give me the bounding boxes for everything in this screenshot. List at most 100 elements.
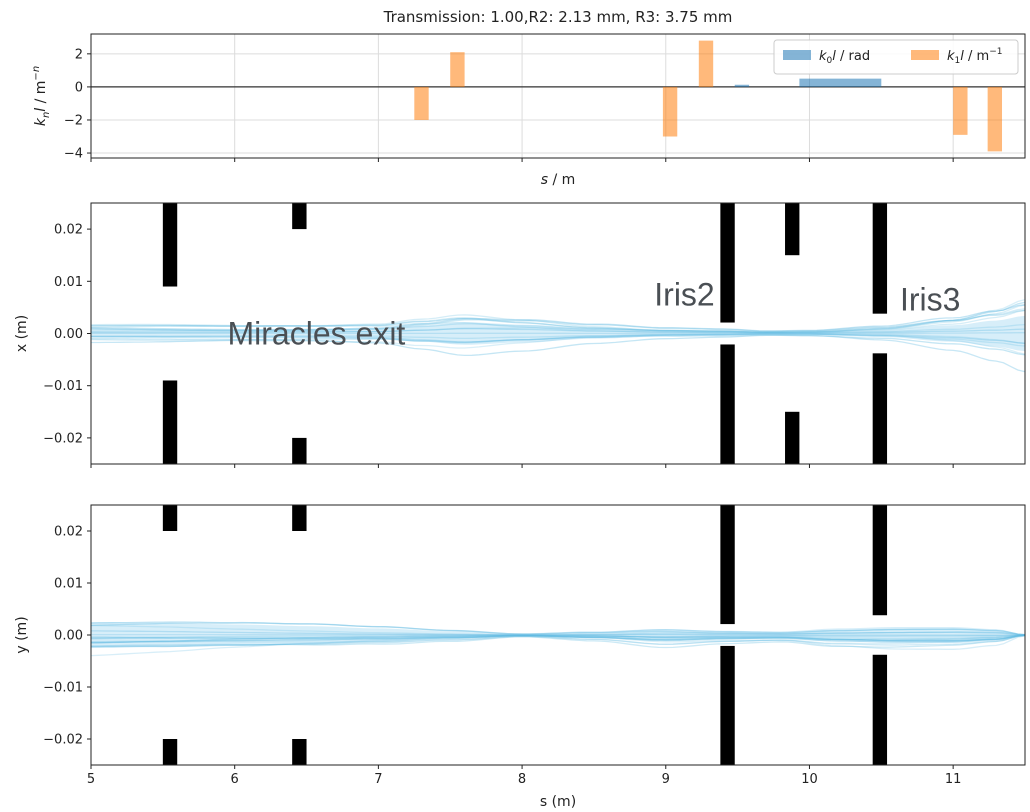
- aperture-lower: [162, 739, 178, 765]
- y-tick-label: −0.01: [43, 681, 83, 696]
- y-tick-label: −4: [64, 147, 83, 162]
- trajectory-line: [91, 634, 1025, 648]
- bar-k0l: [734, 84, 750, 87]
- trajectory-line: [91, 332, 1025, 335]
- x-axis-label: s / m: [541, 172, 576, 188]
- trajectory-line: [91, 634, 1025, 639]
- x-tick-label: 10: [801, 772, 818, 787]
- bar-k1l: [450, 52, 465, 87]
- legend-label-k1l: k1l / m−1: [947, 47, 1002, 66]
- aperture-upper: [292, 505, 307, 531]
- aperture-lower: [292, 437, 307, 464]
- trajectory-line: [91, 634, 1025, 646]
- y-tick-label: −0.01: [43, 379, 83, 394]
- magnet-panel: 2 0 −2 −4 Transmission: 1.00,R2: 2.13 mm, R3…: [31, 8, 1026, 188]
- trajectory-line: [91, 333, 1025, 344]
- aperture-upper: [720, 203, 735, 323]
- trajectory-line: [91, 334, 1025, 373]
- trajectory-line: [91, 624, 1025, 636]
- aperture-lower: [720, 344, 735, 464]
- axes-frame: [90, 33, 1026, 159]
- aperture-upper: [720, 505, 735, 625]
- trajectory-line: [91, 298, 1025, 334]
- y-tick-label: −2: [64, 113, 83, 128]
- trajectory-line: [91, 634, 1025, 648]
- y-axis-label: x (m): [14, 315, 30, 352]
- trajectory-line: [91, 304, 1025, 332]
- y-tick-label: 0: [75, 80, 83, 95]
- trajectory-line: [91, 334, 1025, 357]
- aperture-upper: [162, 505, 178, 531]
- aperture-upper: [162, 203, 178, 287]
- trajectory-line: [91, 309, 1025, 333]
- bar-k1l: [987, 86, 1003, 152]
- chart-title: Transmission: 1.00,R2: 2.13 mm, R3: 3.75…: [383, 8, 733, 26]
- aperture-lower: [872, 353, 888, 464]
- trajectory-line: [91, 634, 1025, 640]
- bar-k1l: [698, 40, 714, 87]
- trajectory-line: [91, 328, 1025, 334]
- legend: k0l / rad k1l / m−1: [773, 39, 1019, 75]
- beam-core: [91, 622, 1025, 648]
- bar-k1l: [953, 86, 968, 135]
- trajectory-line: [91, 634, 1025, 649]
- legend-box: [773, 39, 1019, 75]
- trajectory-line: [91, 622, 1025, 636]
- aperture-upper: [872, 203, 888, 314]
- x-tick-label: 8: [518, 772, 526, 787]
- x-tick-label: 5: [87, 772, 95, 787]
- beam-core: [91, 315, 1025, 352]
- aperture-lower: [162, 380, 178, 464]
- trajectory-line: [91, 634, 1025, 644]
- x-tick-label: 6: [231, 772, 239, 787]
- x-tick-label: 7: [374, 772, 382, 787]
- trajectories: [91, 298, 1025, 373]
- trajectory-line: [91, 301, 1025, 333]
- y-tick-label: 0.02: [54, 525, 83, 540]
- bar-k1l: [662, 86, 678, 137]
- y-tick-label: 2: [75, 47, 83, 62]
- aperture-lower: [720, 645, 735, 765]
- x-phase-panel: 0.02 0.01 0.00 −0.01 −0.02 x (m) Miracles exit…: [14, 202, 1026, 468]
- trajectory-line: [91, 333, 1025, 355]
- annotation-label: Miracles exit: [228, 316, 406, 352]
- y-tick-label: 0.00: [54, 327, 83, 342]
- trajectory-line: [91, 333, 1025, 344]
- bar-k0l: [799, 78, 882, 87]
- trajectory-line: [91, 333, 1025, 347]
- aperture-lower: [785, 411, 800, 464]
- trajectory-line: [91, 634, 1025, 643]
- annotation-label: Iris3: [900, 282, 960, 318]
- legend-swatch-k0l: [783, 50, 811, 60]
- trajectory-line: [91, 309, 1025, 332]
- y-tick-label: 0.02: [54, 223, 83, 238]
- aperture-lower: [292, 739, 307, 765]
- aperture-upper: [292, 203, 307, 230]
- y-tick-label: 0.01: [54, 577, 83, 592]
- y-tick-label: 0.00: [54, 629, 83, 644]
- y-tick-label: −0.02: [43, 733, 83, 748]
- trajectory-line: [91, 323, 1025, 334]
- y-axis-label: y (m): [14, 616, 30, 653]
- aperture-upper: [785, 203, 800, 256]
- aperture-lower: [872, 654, 888, 765]
- x-tick-label: 11: [945, 772, 962, 787]
- annotation-label: Iris2: [654, 276, 714, 312]
- legend-swatch-k1l: [911, 50, 939, 60]
- trajectory-line: [91, 635, 1025, 657]
- legend-label-k0l: k0l / rad: [819, 49, 870, 66]
- trajectory-line: [91, 634, 1025, 641]
- y-tick-label: −0.02: [43, 431, 83, 446]
- y-axis-label: knl / m−n: [31, 66, 52, 126]
- trajectory-line: [91, 621, 1025, 636]
- aperture-upper: [872, 505, 888, 616]
- trajectory-line: [91, 308, 1025, 333]
- bar-k1l: [414, 86, 429, 120]
- x-axis-label: s (m): [540, 794, 576, 810]
- trajectory-line: [91, 630, 1025, 636]
- trajectory-line: [91, 304, 1025, 333]
- y-tick-label: 0.01: [54, 275, 83, 290]
- trajectories: [91, 621, 1025, 657]
